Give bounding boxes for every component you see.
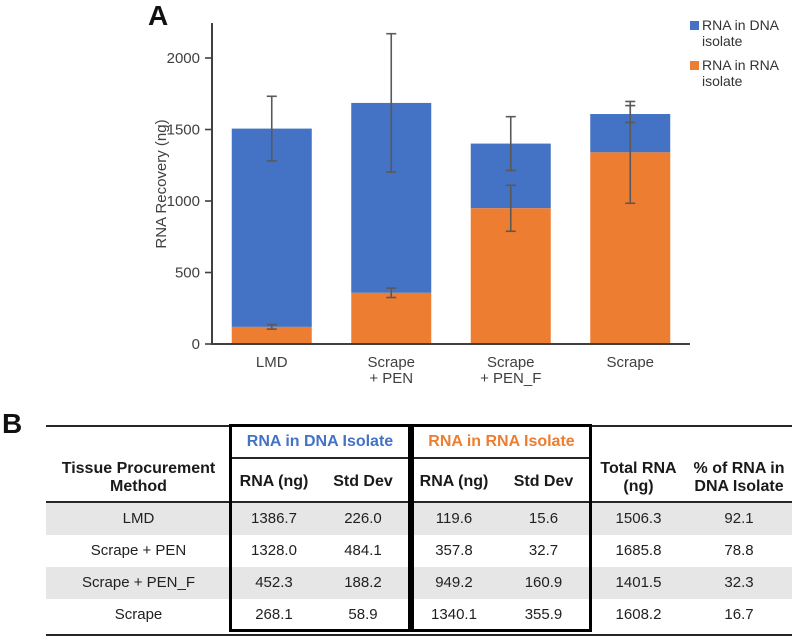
panel-a-label: A <box>148 0 169 31</box>
percent-dna-column-header: % of RNA in DNA Isolate <box>686 427 792 503</box>
cell-dna-sd: 188.2 <box>317 567 409 599</box>
cell-pct: 78.8 <box>724 542 754 559</box>
total-rna-column-header: Total RNA (ng) <box>591 427 686 503</box>
cell-pct: 92.1 <box>686 503 792 535</box>
y-tick-label: 1500 <box>167 122 200 139</box>
cell-total: 1608.2 <box>615 606 662 623</box>
cell-dna-rna: 268.1 <box>255 606 293 623</box>
legend-swatch-icon <box>690 21 699 30</box>
x-category-label: Scrape <box>487 354 535 371</box>
panel-b-label: B <box>2 408 23 439</box>
y-tick-label: 500 <box>175 265 200 282</box>
cell-pct: 32.3 <box>686 567 792 599</box>
cell-dna-sd: 484.1 <box>344 542 382 559</box>
cell-dna-sd: 58.9 <box>348 606 378 623</box>
cell-dna-rna: 452.3 <box>231 567 317 599</box>
x-category-label: Scrape <box>606 354 654 371</box>
table-bottom-rule <box>46 634 792 636</box>
cell-rna-sd: 15.6 <box>496 503 591 535</box>
cell-dna-rna: 1386.7 <box>231 503 317 535</box>
group-header-rna-in-dna-isolate: RNA in DNA Isolate <box>231 427 409 459</box>
cell-total: 1401.5 <box>591 567 686 599</box>
bar-segment-rna-isolate <box>231 326 312 344</box>
cell-rna-rna: 119.6 <box>412 503 496 535</box>
cell-dna-rna: 1328.0 <box>251 542 297 559</box>
y-tick-label: 1000 <box>167 193 200 210</box>
cell-total: 1506.3 <box>591 503 686 535</box>
legend-label: RNA in RNA isolate <box>702 57 780 89</box>
cell-rna-sd: 355.9 <box>524 606 563 623</box>
cell-method: Scrape <box>114 606 163 623</box>
legend-entry: RNA in DNA isolate <box>690 17 798 49</box>
cell-dna-sd: 226.0 <box>317 503 409 535</box>
y-tick-label: 2000 <box>167 50 200 67</box>
method-column-header: Tissue Procurement Method <box>46 427 231 503</box>
results-table: Tissue Procurement Method RNA in DNA Iso… <box>46 425 792 631</box>
bar-segment-rna-isolate <box>351 292 432 344</box>
subheader-rna-std-dev: Std Dev <box>496 459 591 503</box>
legend-swatch-icon <box>690 61 699 70</box>
subheader-rna-rna-ng: RNA (ng) <box>412 459 496 503</box>
x-category-label: LMD <box>256 354 288 371</box>
cell-rna-rna: 949.2 <box>412 567 496 599</box>
legend-label: RNA in DNA isolate <box>702 17 780 49</box>
subheader-dna-std-dev: Std Dev <box>317 459 409 503</box>
cell-rna-rna: 1340.1 <box>431 606 477 623</box>
cell-pct: 16.7 <box>724 606 754 623</box>
subheader-dna-rna-ng: RNA (ng) <box>231 459 317 503</box>
cell-rna-sd: 32.7 <box>528 542 559 559</box>
group-header-rna-in-rna-isolate: RNA in RNA Isolate <box>412 427 591 459</box>
legend-entry: RNA in RNA isolate <box>690 57 798 89</box>
cell-method: Scrape + PEN_F <box>46 567 231 599</box>
cell-method: Scrape + PEN <box>90 542 187 559</box>
cell-rna-rna: 357.8 <box>435 542 473 559</box>
y-axis-title: RNA Recovery (ng) <box>153 119 170 248</box>
cell-rna-sd: 160.9 <box>496 567 591 599</box>
chart-legend: RNA in DNA isolate RNA in RNA isolate <box>690 17 798 97</box>
cell-method: LMD <box>46 503 231 535</box>
x-category-label: + PEN_F <box>480 370 541 387</box>
x-category-label: Scrape <box>367 354 415 371</box>
cell-total: 1685.8 <box>615 542 662 559</box>
y-tick-label: 0 <box>192 336 200 353</box>
x-category-label: + PEN <box>369 370 413 387</box>
